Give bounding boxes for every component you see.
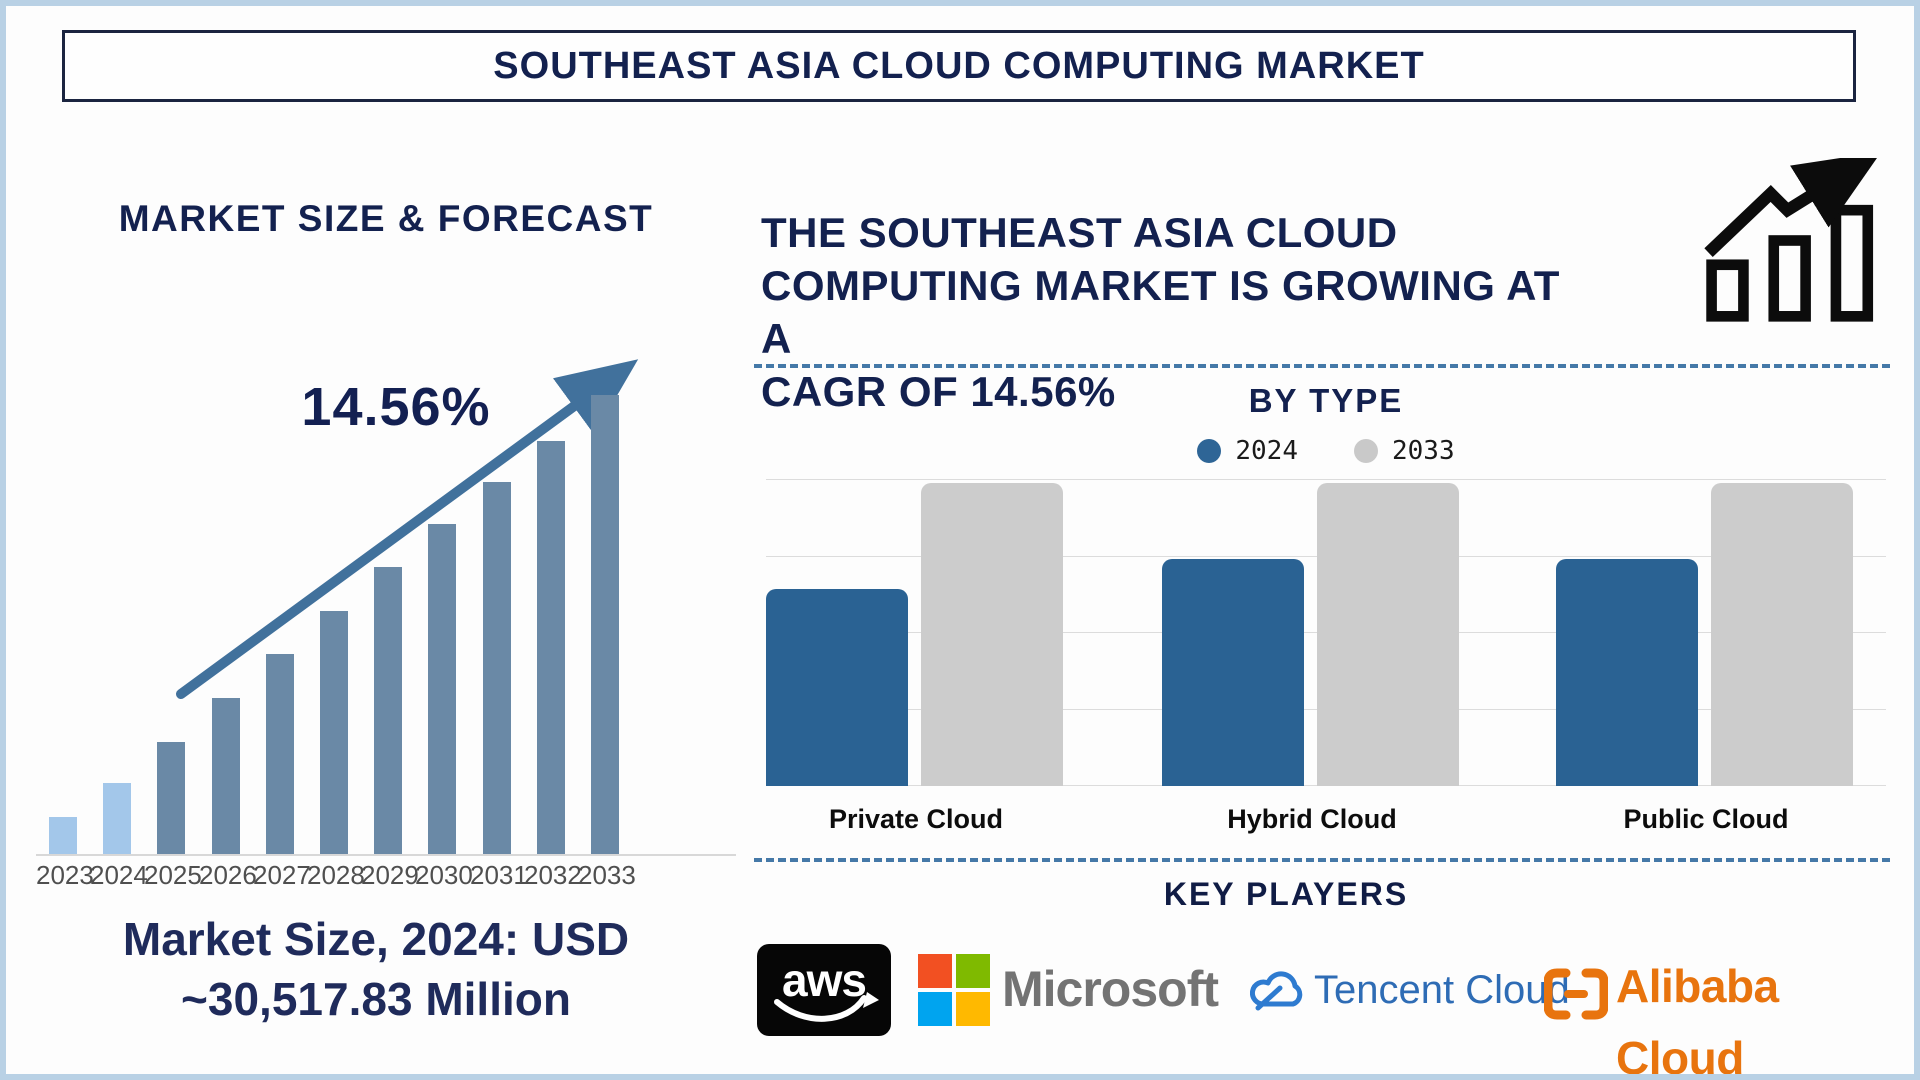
headline-line-2: COMPUTING MARKET IS GROWING AT A (761, 262, 1560, 362)
growth-chart-icon (1704, 158, 1882, 322)
forecast-bar-2027 (266, 654, 294, 854)
aws-logo-text: aws (782, 954, 866, 1006)
forecast-bar-2029 (374, 567, 402, 854)
category-label-hybrid-cloud: Hybrid Cloud (1227, 804, 1397, 834)
forecast-bar-2025 (157, 742, 185, 854)
aws-logo-icon: aws (774, 954, 879, 1022)
tencent-cloud-logo-text: Tencent Cloud (1314, 968, 1570, 1012)
legend-item-2024: 2024 (1197, 436, 1298, 466)
forecast-bar-2023 (49, 817, 77, 854)
market-size-caption: Market Size, 2024: USD ~30,517.83 Millio… (46, 909, 706, 1029)
bar-public-cloud-2033 (1711, 483, 1853, 786)
year-label-2028: 2028 (307, 860, 365, 890)
microsoft-logo-text: Microsoft (1002, 961, 1219, 1017)
forecast-year-axis: 2023 2024 2025 2026 2027 2028 2029 2030 2031 2032… (36, 860, 736, 892)
microsoft-square-yellow (956, 992, 990, 1026)
legend-label-2033: 2033 (1392, 436, 1455, 466)
bar-hybrid-cloud-2033 (1317, 483, 1459, 786)
forecast-bar-2026 (212, 698, 240, 854)
year-label-2027: 2027 (253, 860, 311, 890)
forecast-bar-2032 (537, 441, 565, 854)
cagr-arrow-icon (176, 359, 639, 699)
legend-label-2024: 2024 (1235, 436, 1298, 466)
dashed-divider-top (754, 364, 1890, 368)
cagr-value-label: 14.56% (301, 377, 491, 437)
bar-private-cloud-2033 (921, 483, 1063, 786)
forecast-bar-2024 (103, 783, 131, 854)
by-type-legend: 2024 2033 (766, 436, 1886, 466)
year-label-2026: 2026 (199, 860, 257, 890)
gridline (766, 479, 1886, 480)
category-label-public-cloud: Public Cloud (1623, 804, 1789, 834)
alibaba-cloud-logo-text: Alibaba Cloud (1616, 960, 1779, 1080)
legend-item-2033: 2033 (1354, 436, 1455, 466)
microsoft-square-red (918, 954, 952, 988)
legend-dot-2024 (1197, 439, 1222, 463)
microsoft-square-green (956, 954, 990, 988)
microsoft-logo-icon (918, 954, 990, 1026)
year-label-2024: 2024 (90, 860, 148, 890)
bar-hybrid-cloud-2024 (1162, 559, 1304, 786)
forecast-bar-2028 (320, 611, 348, 854)
forecast-bar-2033 (591, 395, 619, 854)
year-label-2031: 2031 (470, 860, 528, 890)
alibaba-cloud-icon (1544, 968, 1608, 1020)
market-size-forecast-heading: MARKET SIZE & FORECAST (118, 198, 654, 239)
by-type-bar-chart (766, 479, 1886, 786)
year-label-2029: 2029 (361, 860, 419, 890)
dashed-divider-bottom (754, 858, 1890, 862)
year-label-2033: 2033 (578, 860, 636, 890)
by-type-heading: BY TYPE (1248, 382, 1404, 419)
by-type-category-axis: Private Cloud Hybrid Cloud Public Cloud (766, 804, 1886, 838)
bar-public-cloud-2024 (1556, 559, 1698, 786)
headline-line-3: CAGR OF 14.56% (761, 368, 1116, 415)
market-forecast-bar-chart (36, 391, 736, 856)
aws-logo: aws (757, 944, 891, 1036)
caption-line-1: Market Size, 2024: USD (122, 913, 630, 965)
growth-headline: THE SOUTHEAST ASIA CLOUD COMPUTING MARKE… (761, 206, 1561, 418)
key-players-heading: KEY PLAYERS (1163, 876, 1409, 912)
legend-dot-2033 (1354, 439, 1378, 463)
year-label-2030: 2030 (415, 860, 473, 890)
year-label-2025: 2025 (144, 860, 202, 890)
forecast-bar-2030 (428, 524, 456, 854)
year-label-2023: 2023 (36, 860, 94, 890)
microsoft-square-blue (918, 992, 952, 1026)
tencent-cloud-icon (1250, 971, 1303, 1011)
forecast-bar-2031 (483, 482, 511, 854)
page-title: SOUTHEAST ASIA CLOUD COMPUTING MARKET (62, 30, 1856, 102)
caption-line-2: ~30,517.83 Million (181, 973, 571, 1025)
bar-private-cloud-2024 (766, 589, 908, 786)
headline-line-1: THE SOUTHEAST ASIA CLOUD (761, 209, 1398, 256)
category-label-private-cloud: Private Cloud (828, 804, 1004, 834)
year-label-2032: 2032 (524, 860, 582, 890)
